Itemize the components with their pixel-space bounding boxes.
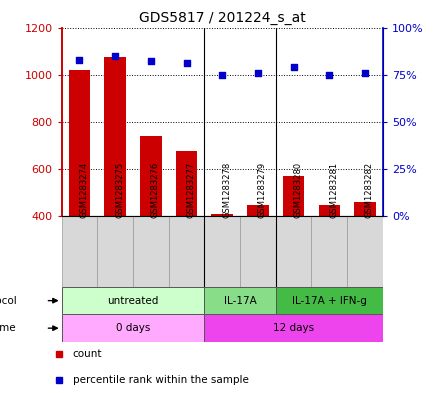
Bar (69, 70, 90, 216)
Title: GDS5817 / 201224_s_at: GDS5817 / 201224_s_at (139, 11, 305, 25)
Bar (204, 216, 240, 287)
Bar (62, 314, 204, 342)
Text: GSM1283280: GSM1283280 (293, 162, 303, 218)
Point (254, 70, 261, 76)
Point (147, 58, 154, 64)
Text: count: count (73, 349, 102, 359)
Bar (319, 205, 340, 216)
Bar (212, 214, 233, 216)
Bar (140, 136, 161, 216)
Text: time: time (0, 323, 17, 333)
Point (183, 60, 190, 66)
Text: GSM1283277: GSM1283277 (187, 162, 195, 218)
Text: percentile rank within the sample: percentile rank within the sample (73, 375, 249, 385)
Bar (240, 216, 276, 287)
Point (290, 64, 297, 70)
Bar (276, 287, 383, 314)
Text: GSM1283276: GSM1283276 (151, 162, 160, 218)
Bar (204, 314, 383, 342)
Text: GSM1283278: GSM1283278 (222, 162, 231, 218)
Bar (347, 216, 383, 287)
Point (76, 57, 83, 63)
Bar (62, 287, 204, 314)
Text: GSM1283274: GSM1283274 (80, 162, 88, 218)
Bar (104, 57, 126, 216)
Point (219, 72, 226, 78)
Point (361, 70, 368, 76)
Text: GSM1283282: GSM1283282 (365, 162, 374, 218)
Bar (62, 216, 97, 287)
Bar (312, 216, 347, 287)
Bar (169, 216, 204, 287)
Bar (247, 205, 268, 216)
Text: IL-17A + IFN-g: IL-17A + IFN-g (292, 296, 367, 306)
Bar (176, 151, 197, 216)
Bar (283, 176, 304, 216)
Bar (133, 216, 169, 287)
Text: 0 days: 0 days (116, 323, 150, 333)
Text: GSM1283281: GSM1283281 (329, 162, 338, 218)
Point (112, 53, 119, 59)
Bar (276, 216, 312, 287)
Text: GSM1283275: GSM1283275 (115, 162, 124, 218)
Bar (354, 202, 376, 216)
Text: protocol: protocol (0, 296, 17, 306)
Text: untreated: untreated (107, 296, 159, 306)
Text: IL-17A: IL-17A (224, 296, 257, 306)
Bar (204, 287, 276, 314)
Text: GSM1283279: GSM1283279 (258, 162, 267, 218)
Bar (97, 216, 133, 287)
Point (326, 72, 333, 78)
Text: 12 days: 12 days (273, 323, 314, 333)
